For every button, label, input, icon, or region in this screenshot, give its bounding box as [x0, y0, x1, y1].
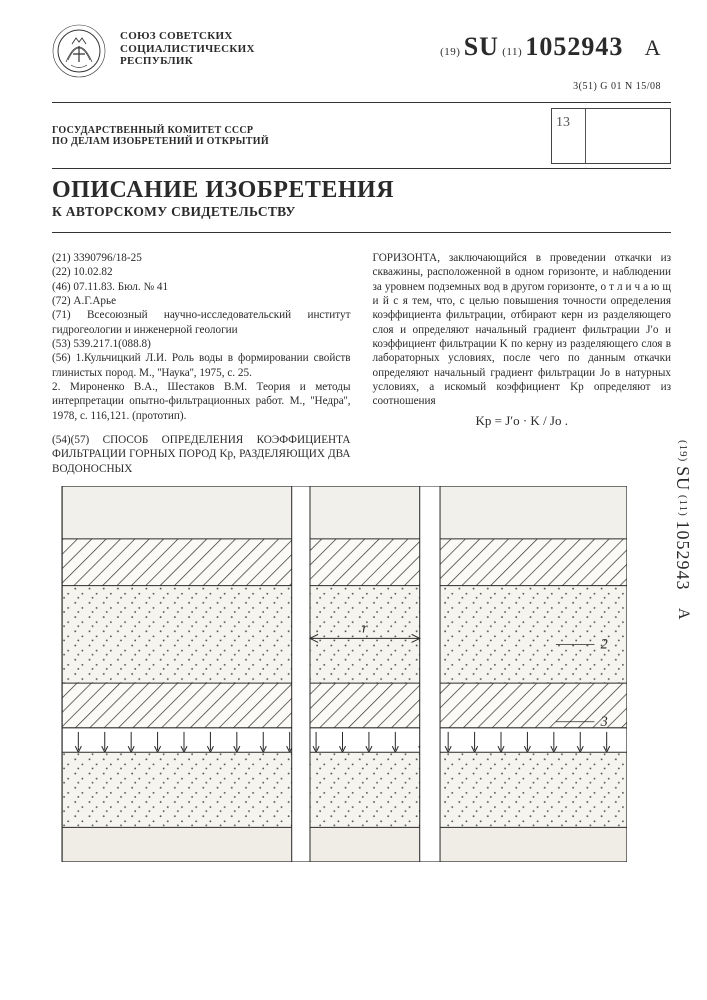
union-line: РЕСПУБЛИК	[120, 55, 255, 68]
biblio-line: (71) Всесоюзный научно-исследовательский…	[52, 308, 351, 337]
side-prefix: (19)	[677, 440, 689, 462]
patent-code-block: (19) SU (11) 1052943 A 3(51) G 01 N 15/0…	[440, 32, 671, 92]
code-mid: (11)	[502, 46, 522, 58]
biblio-line: (46) 07.11.83. Бюл. № 41	[52, 280, 351, 294]
code-suffix: A	[645, 35, 661, 60]
side-number: 1052943	[673, 521, 693, 591]
abstract-text: ГОРИЗОНТА, заключающийся в проведении от…	[373, 251, 672, 409]
committee-line: ГОСУДАРСТВЕННЫЙ КОМИТЕТ СССР	[52, 125, 551, 137]
biblio-line: 2. Мироненко В.А., Шестаков В.М. Теория …	[52, 380, 351, 423]
biblio-line: (22) 10.02.82	[52, 265, 351, 279]
union-line: СОЦИАЛИСТИЧЕСКИХ	[120, 43, 255, 56]
stamp-box: 13	[551, 108, 671, 164]
state-emblem	[52, 24, 106, 78]
committee-name: ГОСУДАРСТВЕННЫЙ КОМИТЕТ СССР ПО ДЕЛАМ ИЗ…	[52, 125, 551, 148]
cross-section-figure: r 2 3	[52, 486, 671, 862]
page-subtitle: К АВТОРСКОМУ СВИДЕТЕЛЬСТВУ	[52, 204, 671, 233]
code-country: SU	[464, 32, 499, 61]
side-suffix: A	[675, 608, 692, 621]
committee-line: ПО ДЕЛАМ ИЗОБРЕТЕНИЙ И ОТКРЫТИЙ	[52, 136, 551, 148]
side-country: SU	[673, 466, 693, 491]
side-mid: (11)	[677, 495, 689, 517]
biblio-line: (56) 1.Кульчицкий Л.И. Роль воды в форми…	[52, 351, 351, 380]
right-column: ГОРИЗОНТА, заключающийся в проведении от…	[373, 251, 672, 476]
ipc-class: 3(51) G 01 N 15/08	[573, 81, 661, 92]
svg-text:2: 2	[601, 636, 608, 652]
side-patent-code: (19) SU (11) 1052943 A	[672, 440, 693, 621]
svg-text:3: 3	[600, 714, 608, 730]
union-line: СОЮЗ СОВЕТСКИХ	[120, 30, 255, 43]
biblio-line: (72) А.Г.Арье	[52, 294, 351, 308]
svg-text:r: r	[362, 620, 368, 636]
biblio-line: (21) 3390796/18-25	[52, 251, 351, 265]
claim-title: (54)(57) СПОСОБ ОПРЕДЕЛЕНИЯ КОЭФФИЦИЕНТА…	[52, 433, 351, 476]
code-prefix: (19)	[440, 46, 460, 58]
code-number: 1052943	[525, 32, 623, 61]
formula: Kр = J′о · K / Jо .	[373, 413, 672, 430]
biblio-line: (53) 539.217.1(088.8)	[52, 337, 351, 351]
stamp-number: 13	[552, 109, 586, 163]
union-name: СОЮЗ СОВЕТСКИХ СОЦИАЛИСТИЧЕСКИХ РЕСПУБЛИ…	[120, 30, 255, 68]
left-column: (21) 3390796/18-25 (22) 10.02.82 (46) 07…	[52, 251, 351, 476]
page-title: ОПИСАНИЕ ИЗОБРЕТЕНИЯ	[52, 177, 671, 204]
